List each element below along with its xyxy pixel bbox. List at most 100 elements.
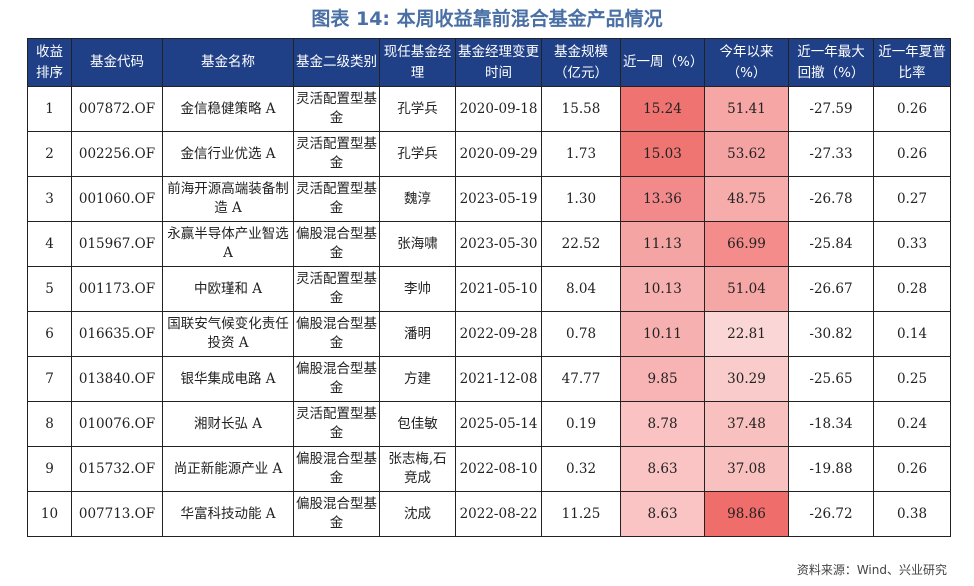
page-title: 图表 14: 本周收益靠前混合基金产品情况 (311, 8, 663, 30)
cell-rank: 5 (27, 266, 72, 312)
cell-code: 001173.OF (71, 266, 163, 312)
cell-week-return: 9.85 (620, 356, 705, 402)
cell-ytd-return: 51.04 (704, 266, 789, 312)
cell-name: 前海开源高端装备制造 A (162, 176, 294, 222)
cell-week-return: 10.13 (620, 266, 705, 312)
cell-ytd-return: 98.86 (704, 491, 789, 537)
cell-size: 11.25 (541, 491, 621, 537)
cell-rank: 1 (27, 86, 72, 132)
cell-manager: 包佳敏 (379, 401, 456, 447)
cell-drawdown: -25.84 (788, 221, 874, 267)
cell-ytd-return: 48.75 (704, 176, 789, 222)
cell-size: 15.58 (541, 86, 621, 132)
cell-change-date: 2025-05-14 (455, 401, 542, 447)
cell-code: 013840.OF (71, 356, 163, 402)
header-code: 基金代码 (71, 38, 163, 87)
cell-change-date: 2021-12-08 (455, 356, 542, 402)
table-row: 10 007713.OF 华富科技动能 A 偏股混合型基金 沈成 2022-08-22 11… (27, 491, 951, 537)
cell-drawdown: -25.65 (788, 356, 874, 402)
cell-drawdown: -27.59 (788, 86, 874, 132)
cell-sharpe: 0.26 (873, 131, 951, 177)
cell-week-return: 10.11 (620, 311, 705, 357)
cell-drawdown: -26.78 (788, 176, 874, 222)
cell-sharpe: 0.24 (873, 401, 951, 447)
cell-change-date: 2023-05-19 (455, 176, 542, 222)
cell-sharpe: 0.38 (873, 491, 951, 537)
cell-name: 永赢半导体产业智选 A (162, 221, 294, 267)
cell-sharpe: 0.26 (873, 446, 951, 492)
table-row: 7 013840.OF 银华集成电路 A 偏股混合型基金 方建 2021-12-08 47.… (27, 356, 951, 402)
cell-week-return: 8.78 (620, 401, 705, 447)
header-sharpe: 近一年夏普比率 (873, 38, 951, 87)
cell-code: 007872.OF (71, 86, 163, 132)
table-row: 3 001060.OF 前海开源高端装备制造 A 灵活配置型基金 魏淳 2023-05-1… (27, 176, 951, 222)
cell-rank: 3 (27, 176, 72, 222)
cell-drawdown: -27.33 (788, 131, 874, 177)
cell-rank: 2 (27, 131, 72, 177)
cell-category: 灵活配置型基金 (293, 266, 380, 312)
cell-size: 0.32 (541, 446, 621, 492)
cell-category: 灵活配置型基金 (293, 131, 380, 177)
cell-category: 灵活配置型基金 (293, 176, 380, 222)
cell-ytd-return: 51.41 (704, 86, 789, 132)
cell-sharpe: 0.27 (873, 176, 951, 222)
cell-sharpe: 0.14 (873, 311, 951, 357)
cell-manager: 沈成 (379, 491, 456, 537)
header-rank: 收益排序 (27, 38, 72, 87)
cell-category: 灵活配置型基金 (293, 401, 380, 447)
cell-week-return: 8.63 (620, 491, 705, 537)
header-name: 基金名称 (162, 38, 294, 87)
header-drawdown: 近一年最大回撤（%） (788, 38, 874, 87)
cell-sharpe: 0.26 (873, 86, 951, 132)
cell-size: 22.52 (541, 221, 621, 267)
cell-category: 灵活配置型基金 (293, 86, 380, 132)
cell-drawdown: -19.88 (788, 446, 874, 492)
cell-category: 偏股混合型基金 (293, 446, 380, 492)
header-manager: 现任基金经理 (379, 38, 456, 87)
cell-manager: 孔学兵 (379, 86, 456, 132)
cell-name: 金信稳健策略 A (162, 86, 294, 132)
cell-name: 华富科技动能 A (162, 491, 294, 537)
cell-change-date: 2022-08-10 (455, 446, 542, 492)
cell-manager: 孔学兵 (379, 131, 456, 177)
cell-manager: 潘明 (379, 311, 456, 357)
cell-size: 0.78 (541, 311, 621, 357)
cell-name: 尚正新能源产业 A (162, 446, 294, 492)
header-week-return: 近一周（%） (620, 38, 705, 87)
cell-size: 0.19 (541, 401, 621, 447)
cell-week-return: 8.63 (620, 446, 705, 492)
header-size: 基金规模（亿元） (541, 38, 621, 87)
header-ytd-return: 今年以来（%） (704, 38, 789, 87)
table-row: 6 016635.OF 国联安气候变化责任投资 A 偏股混合型基金 潘明 2022-09-… (27, 311, 951, 357)
header-change-date: 基金经理变更时间 (455, 38, 542, 87)
cell-name: 湘财长弘 A (162, 401, 294, 447)
cell-week-return: 15.24 (620, 86, 705, 132)
cell-rank: 4 (27, 221, 72, 267)
cell-code: 002256.OF (71, 131, 163, 177)
table-row: 5 001173.OF 中欧瑾和 A 灵活配置型基金 李帅 2021-05-10 8.04 1… (27, 266, 951, 312)
cell-drawdown: -30.82 (788, 311, 874, 357)
header-category: 基金二级类别 (293, 38, 380, 87)
cell-ytd-return: 66.99 (704, 221, 789, 267)
cell-rank: 9 (27, 446, 72, 492)
cell-category: 偏股混合型基金 (293, 311, 380, 357)
cell-code: 015732.OF (71, 446, 163, 492)
source-note: 资料来源：Wind、兴业研究 (796, 563, 947, 577)
cell-ytd-return: 30.29 (704, 356, 789, 402)
cell-week-return: 13.36 (620, 176, 705, 222)
table-row: 9 015732.OF 尚正新能源产业 A 偏股混合型基金 张志梅,石竞成 2022-08… (27, 446, 951, 492)
header-row: 收益排序 基金代码 基金名称 基金二级类别 现任基金经理 基金经理变更时间 基金… (27, 38, 951, 87)
cell-code: 001060.OF (71, 176, 163, 222)
table-row: 8 010076.OF 湘财长弘 A 灵活配置型基金 包佳敏 2025-05-14 0.19… (27, 401, 951, 447)
cell-size: 47.77 (541, 356, 621, 402)
cell-manager: 张海啸 (379, 221, 456, 267)
cell-rank: 6 (27, 311, 72, 357)
fund-table: 收益排序 基金代码 基金名称 基金二级类别 现任基金经理 基金经理变更时间 基金… (27, 38, 951, 537)
cell-name: 金信行业优选 A (162, 131, 294, 177)
cell-manager: 张志梅,石竞成 (379, 446, 456, 492)
cell-size: 1.73 (541, 131, 621, 177)
cell-sharpe: 0.33 (873, 221, 951, 267)
cell-category: 偏股混合型基金 (293, 221, 380, 267)
cell-manager: 李帅 (379, 266, 456, 312)
cell-ytd-return: 37.48 (704, 401, 789, 447)
